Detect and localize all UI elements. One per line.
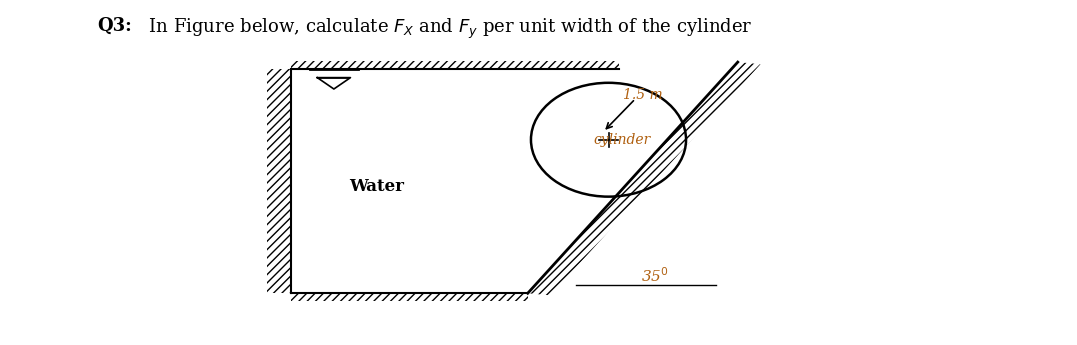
Bar bbox=[291, 61, 619, 69]
Bar bbox=[291, 293, 528, 301]
Text: Water: Water bbox=[349, 178, 405, 195]
Text: 35$^0$: 35$^0$ bbox=[641, 267, 669, 285]
Text: In Figure below, calculate $F_X$ and $F_y$ per unit width of the cylinder: In Figure below, calculate $F_X$ and $F_… bbox=[143, 17, 753, 41]
Text: 1.5 m: 1.5 m bbox=[623, 88, 662, 102]
Text: Q3:: Q3: bbox=[97, 17, 131, 35]
Bar bbox=[267, 69, 291, 293]
Text: cylinder: cylinder bbox=[593, 133, 652, 147]
